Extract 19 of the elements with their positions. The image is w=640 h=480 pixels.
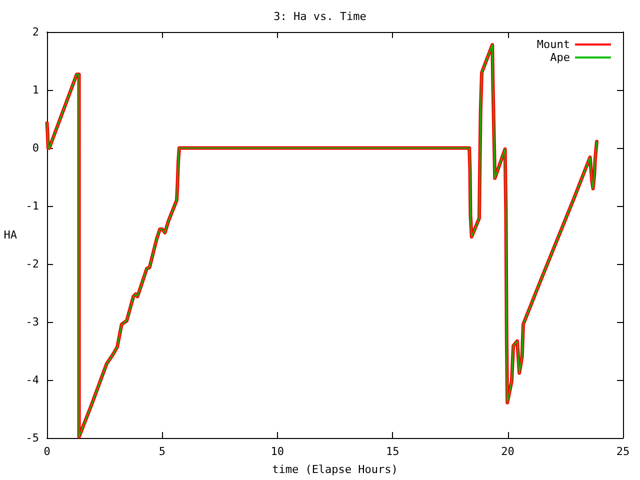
x-axis-title: time (Elapse Hours) bbox=[272, 463, 398, 476]
x-tick-label: 25 bbox=[616, 445, 630, 458]
y-axis-title: HA bbox=[4, 228, 18, 242]
y-tick-label: 0 bbox=[32, 142, 39, 154]
y-tick-label: -2 bbox=[26, 258, 39, 270]
x-tick-label: 15 bbox=[386, 445, 400, 458]
x-tick-label: 0 bbox=[44, 445, 50, 458]
chart-title: 3: Ha vs. Time bbox=[274, 10, 366, 23]
x-tick-label: 5 bbox=[158, 445, 166, 458]
x-tick-label: 10 bbox=[270, 445, 284, 458]
y-tick-label: 1 bbox=[32, 84, 39, 96]
x-tick-label: 20 bbox=[501, 445, 514, 458]
y-tick-label: -4 bbox=[26, 374, 40, 386]
legend-label: Ape bbox=[550, 51, 570, 64]
legend-label: Mount bbox=[536, 38, 570, 51]
y-tick-label: -5 bbox=[26, 432, 39, 444]
y-tick-label: -1 bbox=[26, 200, 39, 212]
y-tick-label: -3 bbox=[26, 316, 39, 328]
y-tick-label: 2 bbox=[32, 26, 39, 38]
